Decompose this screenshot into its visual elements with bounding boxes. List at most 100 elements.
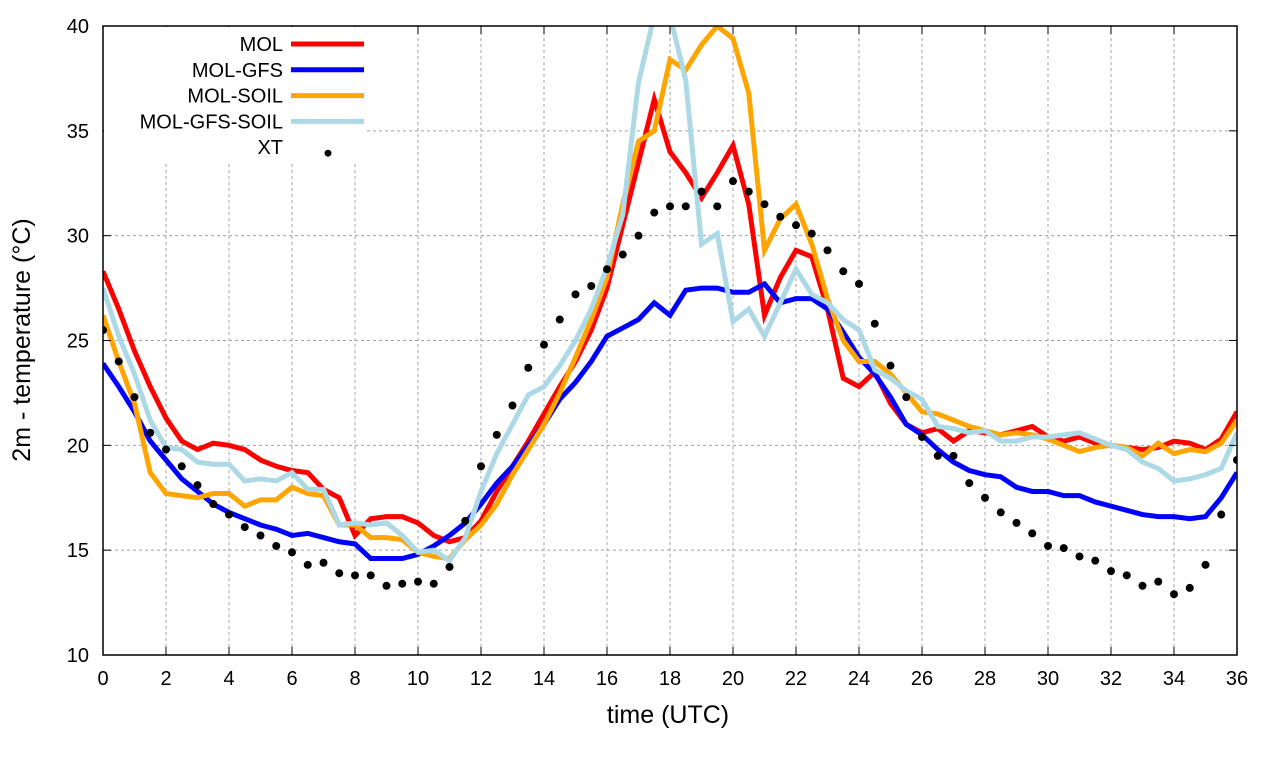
x-tick-label: 32 — [1100, 668, 1122, 690]
data-point-xt — [744, 187, 753, 196]
data-point-xt — [839, 267, 848, 276]
series-line-mol-gfs — [103, 280, 1237, 562]
y-tick-label: 25 — [67, 331, 89, 353]
data-point-xt — [1075, 552, 1084, 561]
data-point-xt — [508, 401, 517, 410]
data-point-xt — [1185, 583, 1194, 592]
data-point-xt — [949, 451, 958, 460]
x-tick-label: 14 — [533, 668, 555, 690]
data-point-xt — [666, 202, 674, 211]
data-point-xt — [1028, 529, 1037, 538]
legend: MOL MOL-GFS MOL-SOIL MOL-GFS-SOIL XT — [104, 27, 366, 161]
data-point-xt — [1091, 556, 1100, 565]
legend-label-mol-gfs: MOL-GFS — [192, 60, 283, 82]
x-tick-label: 16 — [596, 668, 618, 690]
data-point-xt — [918, 432, 926, 441]
x-tick-label: 20 — [722, 668, 744, 690]
y-tick-label: 35 — [67, 121, 89, 143]
data-point-xt — [681, 202, 690, 211]
data-point-xt — [429, 579, 438, 588]
x-tick-label: 34 — [1163, 668, 1185, 690]
data-point-xt — [713, 202, 722, 211]
data-point-xt — [1044, 541, 1052, 550]
x-tick-label: 4 — [223, 668, 234, 690]
data-point-xt — [209, 500, 218, 509]
data-point-xt — [382, 581, 391, 590]
y-tick-label: 30 — [67, 226, 89, 248]
data-point-xt — [319, 558, 328, 567]
x-tick-label: 36 — [1226, 668, 1248, 690]
x-tick-label: 2 — [160, 668, 171, 690]
legend-label-mol-soil: MOL-SOIL — [187, 86, 283, 108]
data-point-xt — [1233, 456, 1237, 465]
data-point-xt — [524, 363, 533, 372]
data-point-xt — [288, 548, 296, 557]
data-point-xt — [146, 428, 155, 437]
data-point-xt — [114, 357, 123, 366]
data-point-xt — [193, 481, 202, 490]
legend-label-mol: MOL — [240, 34, 283, 56]
x-tick-label: 18 — [659, 668, 681, 690]
data-point-xt — [414, 577, 422, 586]
data-point-xt — [540, 340, 548, 349]
data-point-xt — [807, 229, 816, 238]
series-points-xt — [103, 177, 1237, 599]
data-point-xt — [697, 187, 706, 196]
x-tick-label: 28 — [974, 668, 996, 690]
data-point-xt — [618, 250, 627, 259]
data-point-xt — [1122, 571, 1131, 580]
data-point-xt — [650, 208, 659, 217]
data-point-xt — [445, 562, 454, 571]
data-point-xt — [461, 516, 470, 525]
data-point-xt — [240, 523, 249, 532]
axis-ticks: 0 2 4 6 8 10 12 14 16 18 20 22 24 26 28 30 32 34 361015202… — [67, 16, 1248, 690]
data-point-xt — [335, 569, 344, 578]
data-point-xt — [177, 462, 186, 471]
data-point-xt — [1138, 581, 1147, 590]
x-tick-label: 0 — [97, 668, 108, 690]
data-point-xt — [1059, 544, 1068, 553]
data-point-xt — [477, 462, 485, 471]
series-line-mol-gfs-soil — [103, 26, 1237, 565]
x-tick-label: 24 — [848, 668, 870, 690]
data-point-xt — [1012, 518, 1021, 527]
x-tick-label: 26 — [911, 668, 933, 690]
data-point-xt — [351, 571, 359, 580]
data-point-xt — [603, 265, 611, 274]
x-tick-label: 8 — [349, 668, 360, 690]
grid — [103, 26, 1237, 655]
data-point-xt — [555, 315, 564, 324]
data-point-xt — [1217, 510, 1226, 519]
data-point-xt — [933, 451, 942, 460]
x-tick-label: 30 — [1037, 668, 1059, 690]
data-point-xt — [1107, 567, 1115, 576]
y-tick-label: 20 — [67, 435, 89, 457]
data-point-xt — [729, 177, 737, 186]
x-tick-label: 6 — [286, 668, 297, 690]
data-point-xt — [272, 541, 281, 550]
data-point-xt — [870, 319, 879, 328]
data-point-xt — [571, 290, 580, 299]
data-point-xt — [103, 326, 107, 335]
data-point-xt — [398, 579, 407, 588]
data-point-xt — [886, 361, 895, 370]
y-tick-label: 40 — [67, 16, 89, 38]
data-point-xt — [130, 393, 139, 402]
data-point-xt — [366, 571, 375, 580]
data-point-xt — [492, 430, 501, 439]
x-tick-label: 10 — [407, 668, 429, 690]
x-axis-label: time (UTC) — [607, 701, 729, 729]
data-point-xt — [162, 445, 170, 454]
data-point-xt — [902, 393, 911, 402]
data-point-xt — [792, 221, 800, 230]
y-tick-label: 15 — [67, 540, 89, 562]
data-point-xt — [1201, 560, 1210, 569]
legend-swatch-xt — [324, 149, 332, 157]
data-point-xt — [776, 212, 785, 221]
data-point-xt — [996, 508, 1005, 517]
data-point-xt — [965, 479, 974, 488]
x-tick-label: 22 — [785, 668, 807, 690]
data-point-xt — [981, 493, 989, 502]
legend-label-mol-gfs-soil: MOL-GFS-SOIL — [140, 111, 283, 133]
